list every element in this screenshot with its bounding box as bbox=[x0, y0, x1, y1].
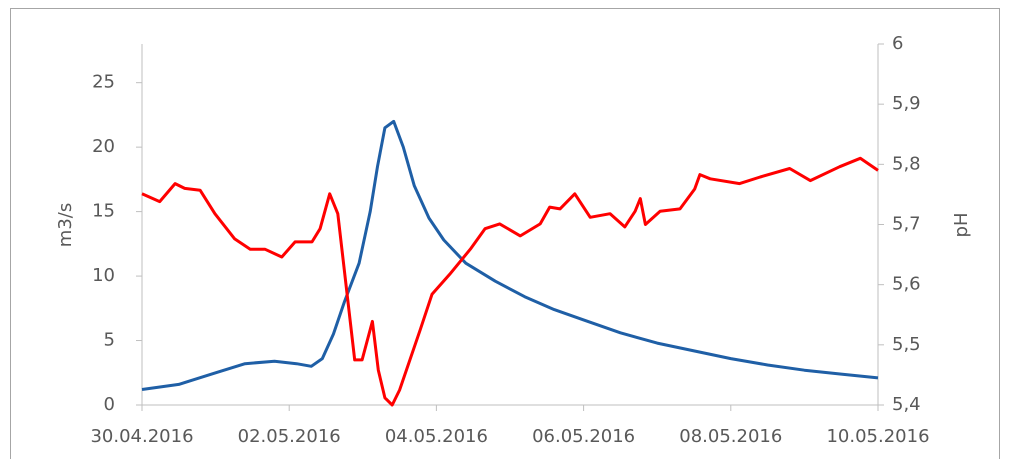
y2-tick-label: 5,6 bbox=[892, 274, 921, 295]
x-tick-label: 02.05.2016 bbox=[238, 426, 341, 447]
x-tick-label: 04.05.2016 bbox=[385, 426, 488, 447]
y2-axis-label: pH bbox=[951, 213, 972, 238]
y-tick-label: 25 bbox=[92, 72, 115, 93]
x-tick-label: 08.05.2016 bbox=[679, 426, 782, 447]
chart-frame bbox=[10, 8, 1000, 459]
y-tick-label: 20 bbox=[92, 136, 115, 157]
x-tick-label: 30.04.2016 bbox=[90, 426, 193, 447]
y-tick-label: 0 bbox=[104, 394, 115, 415]
x-tick-label: 10.05.2016 bbox=[826, 426, 929, 447]
y-axis-label: m3/s bbox=[55, 203, 76, 247]
y2-tick-label: 5,8 bbox=[892, 153, 921, 174]
y2-tick-label: 5,4 bbox=[892, 394, 921, 415]
data-line bbox=[141, 119, 879, 391]
y-tick-label: 15 bbox=[92, 201, 115, 222]
data-line bbox=[141, 156, 879, 407]
y2-tick-label: 5,5 bbox=[892, 334, 921, 355]
y-tick-label: 5 bbox=[104, 330, 115, 351]
y-tick-label: 10 bbox=[92, 265, 115, 286]
x-tick-label: 06.05.2016 bbox=[532, 426, 635, 447]
y2-tick-label: 5,7 bbox=[892, 214, 921, 235]
y2-tick-label: 6 bbox=[892, 33, 903, 54]
y2-tick-label: 5,9 bbox=[892, 93, 921, 114]
